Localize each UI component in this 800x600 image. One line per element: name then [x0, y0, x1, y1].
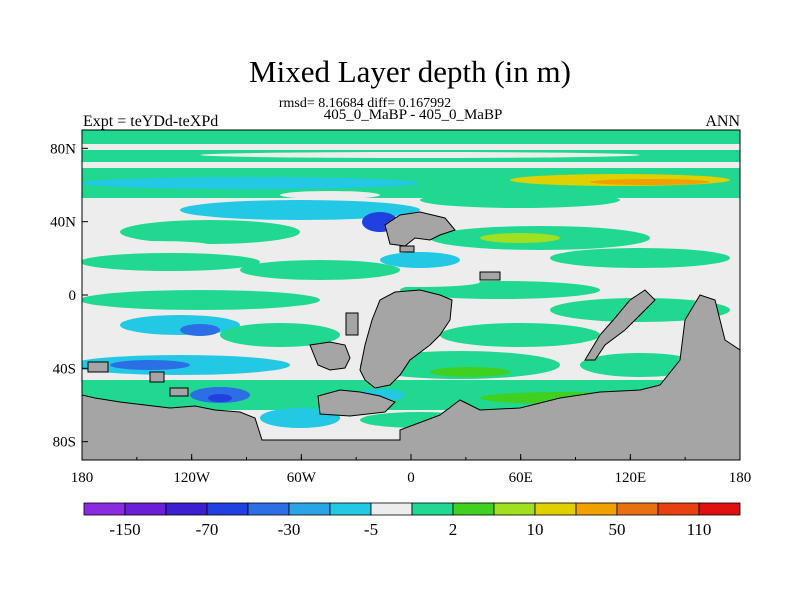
land-australia-asia [584, 289, 656, 361]
colorbar-box [452, 502, 495, 516]
land-island-3 [479, 271, 501, 281]
field-blob-eq2 [82, 290, 320, 310]
x-tick-label: 120W [173, 470, 211, 486]
y-tick-label: 80S [53, 435, 76, 451]
colorbar [83, 502, 741, 516]
colorbar-label: 110 [687, 520, 712, 539]
land-island-6 [149, 371, 165, 383]
field-blob-n6 [550, 248, 730, 268]
colorbar-box [124, 502, 167, 516]
colorbar-box [575, 502, 618, 516]
field-blob-s1-core [180, 324, 220, 336]
colorbar-label: -150 [109, 520, 140, 539]
field-blob-n9 [380, 252, 460, 268]
field-streak-2 [280, 191, 380, 199]
field-blob-n8 [240, 260, 400, 280]
field-blob-n7 [82, 253, 260, 271]
land-island-1 [345, 312, 359, 336]
chart-subtitle: 405_0_MaBP - 405_0_MaBP [324, 107, 503, 123]
x-tick-label: 120E [614, 470, 646, 486]
field-blob-s3 [440, 323, 600, 347]
land-south-america [309, 341, 351, 371]
field-streak-3 [500, 214, 700, 222]
field-blob-n5 [480, 233, 560, 243]
field-streak-5 [360, 277, 480, 287]
colorbar-box [247, 502, 290, 516]
field-blob-n1 [420, 192, 620, 208]
colorbar-box [83, 502, 126, 516]
colorbar-label: -70 [196, 520, 219, 539]
colorbar-label: 10 [527, 520, 544, 539]
y-tick-label: 40N [50, 215, 76, 231]
field-blob-s6 [580, 353, 700, 377]
colorbar-box [165, 502, 208, 516]
land-europe [384, 211, 456, 247]
colorbar-box [657, 502, 700, 516]
colorbar-box [288, 502, 331, 516]
y-axis: 80N 40N 0 40S 80S [50, 141, 88, 451]
x-tick-label: 60E [509, 470, 533, 486]
colorbar-box [698, 502, 741, 516]
x-tick-label: 60W [287, 470, 317, 486]
field-blob-north-pacific [82, 177, 420, 189]
colorbar-box [493, 502, 536, 516]
colorbar-label: -5 [364, 520, 378, 539]
colorbar-box [329, 502, 372, 516]
land-island-7 [169, 387, 189, 397]
x-tick-label: 0 [407, 470, 415, 486]
x-tick-label: 180 [729, 470, 752, 486]
chart-title: Mixed Layer depth (in m) [249, 54, 571, 89]
field-blob-s5-core [430, 367, 510, 377]
colorbar-label: 50 [609, 520, 626, 539]
y-tick-label: 80N [50, 141, 76, 157]
field-blob-north-atlantic-core [590, 179, 710, 185]
field-blob-n3 [120, 220, 300, 244]
colorbar-box [370, 502, 413, 516]
season-label: ANN [705, 113, 740, 130]
field-blob-s7-core [208, 394, 232, 402]
field-band-arctic [82, 130, 740, 144]
contour-field [82, 130, 740, 460]
colorbar-box [616, 502, 659, 516]
colorbar-box [534, 502, 577, 516]
colorbar-box [411, 502, 454, 516]
stats-line: rmsd= 8.16684 diff= 0.167992 [279, 96, 451, 111]
y-tick-label: 40S [53, 361, 76, 377]
land-island-4 [317, 389, 396, 417]
field-blob-s2 [220, 323, 340, 347]
colorbar-box [206, 502, 249, 516]
x-axis: 180 120W 60W 0 60E 120E 180 [71, 454, 752, 486]
colorbar-labels: -150 -70 -30 -5 2 10 50 110 [109, 520, 711, 539]
field-streak-6 [82, 339, 160, 351]
experiment-label: Expt = teYDd-teXPd [83, 113, 218, 130]
colorbar-label: 2 [449, 520, 458, 539]
y-tick-label: 0 [69, 288, 77, 304]
field-blob-n2 [180, 200, 420, 220]
land-africa [359, 289, 453, 389]
land-island-2 [399, 245, 415, 253]
land-antarctica [82, 294, 740, 460]
field-streak-4 [90, 241, 210, 249]
land-mask [82, 211, 740, 460]
land-island-5 [87, 361, 109, 373]
colorbar-label: -30 [278, 520, 301, 539]
field-blob-s4-core [110, 360, 190, 370]
x-tick-label: 180 [71, 470, 94, 486]
field-streak-1 [200, 152, 640, 158]
